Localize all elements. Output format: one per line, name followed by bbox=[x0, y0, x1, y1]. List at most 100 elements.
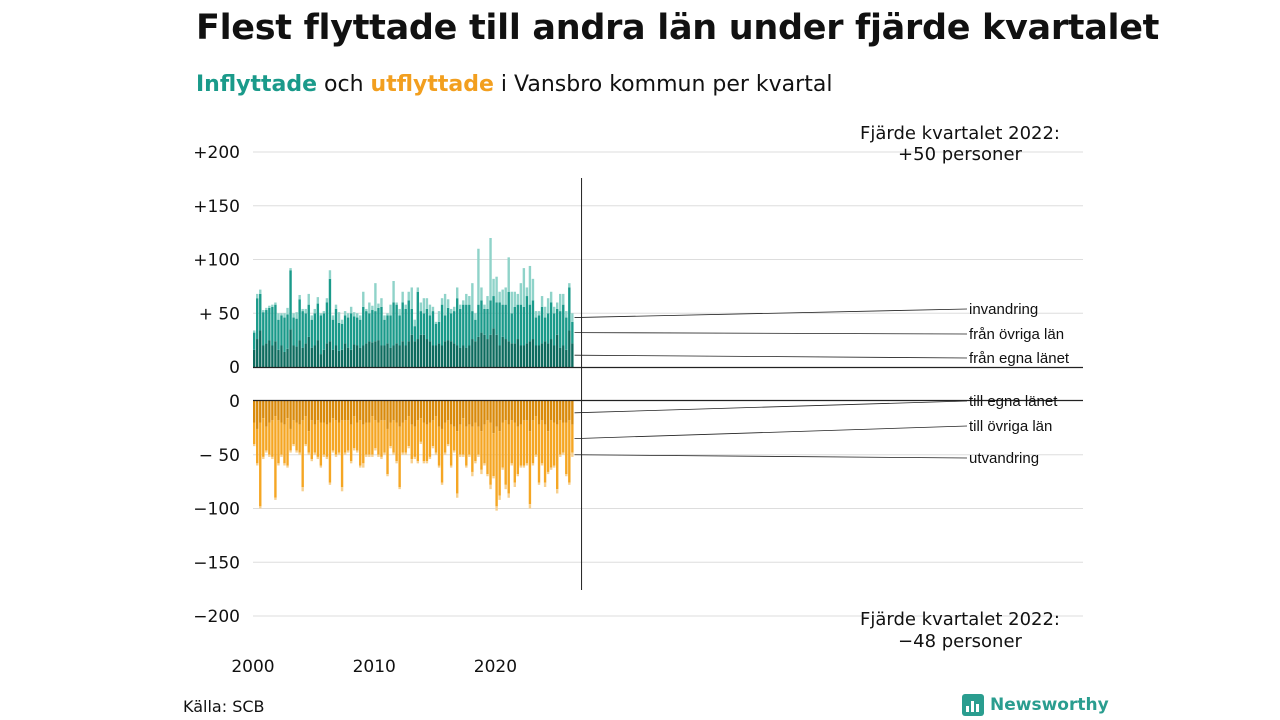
bar-out-other bbox=[307, 431, 310, 453]
bar-in-other bbox=[452, 311, 456, 344]
bar-in-own bbox=[352, 344, 356, 367]
bar-in-other bbox=[477, 304, 480, 337]
bar-out-emig bbox=[262, 456, 265, 460]
bar-out-other bbox=[325, 424, 329, 457]
bar-out-own bbox=[516, 401, 520, 427]
bar-in-own bbox=[492, 328, 495, 367]
bar-in-immig bbox=[549, 291, 553, 303]
bar-in-immig bbox=[519, 283, 523, 305]
bar-out-own bbox=[325, 401, 329, 425]
bar-in-other bbox=[543, 317, 547, 342]
bar-out-other bbox=[416, 420, 420, 462]
bar-out-other bbox=[419, 418, 423, 442]
bar-out-other bbox=[428, 422, 432, 457]
bar-in-own bbox=[446, 340, 450, 367]
bar-out-own bbox=[480, 401, 483, 432]
bar-in-immig bbox=[413, 319, 416, 327]
bar-in-other bbox=[546, 313, 550, 344]
bar-in-other bbox=[534, 317, 538, 346]
bar-in-own bbox=[571, 343, 574, 367]
bar-in-other bbox=[495, 302, 498, 335]
newsworthy-logo-icon bbox=[962, 694, 984, 716]
bar-out-emig bbox=[398, 487, 401, 490]
bar-in-own bbox=[480, 332, 483, 367]
bar-out-own bbox=[377, 401, 380, 423]
bar-in-immig bbox=[483, 304, 486, 309]
bar-out-own bbox=[431, 401, 435, 421]
bar-in-own bbox=[316, 340, 320, 367]
bar-in-own bbox=[389, 347, 392, 367]
bar-in-immig bbox=[401, 291, 404, 303]
bar-out-own bbox=[437, 401, 441, 427]
bar-out-emig bbox=[434, 452, 438, 455]
bar-out-emig bbox=[374, 448, 377, 451]
legend-label-bottom: utvandring bbox=[969, 450, 1039, 467]
bar-in-immig bbox=[371, 305, 374, 311]
bar-in-own bbox=[274, 341, 277, 367]
bar-in-own bbox=[501, 336, 504, 367]
bar-in-immig bbox=[262, 310, 265, 313]
bar-in-immig bbox=[298, 294, 301, 300]
bar-out-emig bbox=[474, 461, 477, 464]
y-tick-label-bottom: − 50 bbox=[199, 446, 240, 466]
chart-title: Flest flyttade till andra län under fjär… bbox=[196, 8, 1160, 48]
bar-out-other bbox=[422, 422, 426, 462]
bar-out-own bbox=[465, 401, 468, 427]
bar-in-own bbox=[383, 345, 386, 367]
bar-in-other bbox=[307, 304, 310, 337]
bar-in-immig bbox=[513, 291, 516, 307]
y-tick-label-bottom: −100 bbox=[193, 500, 240, 520]
bar-out-other bbox=[386, 428, 389, 475]
bar-out-other bbox=[477, 426, 480, 455]
bar-out-own bbox=[389, 401, 392, 423]
bar-out-emig bbox=[271, 456, 274, 460]
chart-svg: 0 + 50 +100 +150 +200 0 − 50 −100 −150 −200 2000 20… bbox=[193, 123, 1083, 677]
bar-out-own bbox=[346, 401, 350, 421]
bar-in-other bbox=[531, 300, 535, 340]
bar-out-own bbox=[374, 401, 377, 421]
bar-in-other bbox=[425, 308, 429, 340]
bar-in-own bbox=[556, 334, 559, 367]
bar-out-emig bbox=[356, 450, 359, 453]
bar-in-other bbox=[362, 306, 365, 346]
bar-out-own bbox=[531, 401, 535, 421]
bar-in-immig bbox=[546, 298, 550, 314]
bar-out-own bbox=[383, 401, 386, 421]
bar-in-other bbox=[304, 313, 307, 344]
bar-out-emig bbox=[280, 454, 283, 457]
bar-out-emig bbox=[483, 463, 486, 466]
bar-out-other bbox=[434, 416, 438, 453]
bar-out-other bbox=[571, 424, 574, 453]
bar-out-other bbox=[256, 428, 259, 464]
bar-out-emig bbox=[522, 465, 526, 468]
bar-out-other bbox=[556, 424, 559, 490]
bar-in-own bbox=[477, 336, 480, 367]
bar-in-immig bbox=[362, 291, 365, 307]
bar-in-other bbox=[310, 319, 313, 348]
bar-out-own bbox=[259, 401, 262, 423]
bar-out-emig bbox=[468, 454, 471, 457]
bar-out-emig bbox=[562, 452, 565, 455]
bar-out-other bbox=[289, 428, 292, 451]
bar-out-other bbox=[343, 420, 347, 453]
bar-out-emig bbox=[304, 444, 307, 447]
bar-in-own bbox=[386, 343, 389, 367]
bar-in-immig bbox=[495, 276, 498, 303]
bar-out-emig bbox=[286, 465, 289, 468]
bar-out-own bbox=[492, 401, 495, 434]
bar-out-own bbox=[537, 401, 541, 425]
bar-out-emig bbox=[422, 461, 426, 464]
bar-out-other bbox=[437, 426, 441, 466]
bar-in-other bbox=[325, 302, 329, 344]
bar-in-immig bbox=[407, 291, 410, 301]
bar-out-own bbox=[319, 401, 323, 423]
bar-out-own bbox=[525, 401, 529, 421]
bar-in-own bbox=[507, 341, 510, 367]
bar-in-immig bbox=[471, 283, 474, 312]
bar-in-other bbox=[443, 315, 447, 342]
bar-in-immig bbox=[422, 298, 426, 314]
bar-in-immig bbox=[452, 306, 456, 312]
bar-out-other bbox=[468, 424, 471, 455]
bar-in-own bbox=[334, 345, 338, 367]
bar-out-other bbox=[331, 418, 335, 451]
